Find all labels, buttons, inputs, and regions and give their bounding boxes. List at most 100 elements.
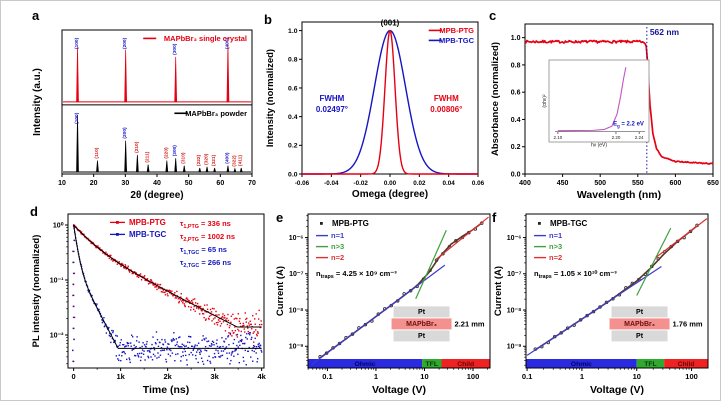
svg-text:Intensity (normalized): Intensity (normalized) [265,49,276,147]
svg-text:Eg = 2.2 eV: Eg = 2.2 eV [613,122,644,129]
svg-text:0.02497°: 0.02497° [316,105,348,114]
panel-b: b -0.06 -0.04 -0.02 0.00 0.02 0.04 0.06 0.0 0.2 0… [262,6,486,200]
svg-text:10⁻¹: 10⁻¹ [50,277,64,284]
svg-text:10⁻²: 10⁻² [50,332,64,339]
svg-text:0.2: 0.2 [511,144,521,151]
svg-text:MPB-PTG: MPB-PTG [332,219,369,228]
svg-text:0.1: 0.1 [322,372,332,381]
svg-text:MPB-TGC: MPB-TGC [550,219,588,228]
sclc-ptg-chart: Ohmic TFL Child 0.1 1 10 100 10⁻⁶ 10⁻⁷ 10⁻⁸ 10⁻⁹ Vo… [275,213,491,396]
svg-text:MPB-TGC: MPB-TGC [129,230,167,239]
svg-text:-0.02: -0.02 [353,180,368,187]
svg-text:MPB-PTG: MPB-PTG [129,218,166,227]
svg-text:2.21 mm: 2.21 mm [455,319,485,328]
svg-text:(321): (321) [211,154,217,166]
svg-text:10: 10 [633,372,641,381]
svg-text:n=1: n=1 [549,231,562,240]
xrd-chart: 10 20 30 40 50 60 70 2θ (degree) Intensity (a.u.… [32,29,256,200]
svg-text:2.10: 2.10 [554,135,563,140]
panel-c: c 400 450 500 550 600 650 0.0 0.2 0.4 0.6 0.8 1.0 Wa… [487,6,720,200]
panel-d: d 0 1k 2k 3k 4k 10⁰ 10⁻¹ 10⁻² Time (ns) PL intens… [28,202,272,398]
svg-text:10: 10 [420,372,428,381]
svg-text:(300): (300) [172,43,178,55]
svg-text:(100): (100) [74,112,80,124]
svg-text:(310): (310) [181,152,187,164]
svg-text:60: 60 [216,180,224,187]
svg-text:Pt: Pt [636,333,644,340]
svg-text:(300): (300) [172,145,178,157]
svg-text:(001): (001) [381,19,400,28]
svg-text:450: 450 [557,180,569,187]
svg-text:Pt: Pt [418,333,426,340]
svg-text:0.00806°: 0.00806° [430,105,462,114]
svg-text:τ2,TGC = 266 ns: τ2,TGC = 266 ns [180,258,231,269]
svg-text:70: 70 [248,180,256,187]
svg-text:562 nm: 562 nm [650,27,680,37]
svg-text:2k: 2k [163,372,172,381]
svg-text:0.1: 0.1 [522,372,532,381]
svg-text:n=1: n=1 [331,231,344,240]
svg-text:40: 40 [153,180,161,187]
svg-text:(222): (222) [196,154,202,166]
svg-text:Wavelength (nm): Wavelength (nm) [577,189,661,200]
svg-text:TFL: TFL [644,361,656,368]
svg-text:1k: 1k [116,372,125,381]
panel-f: f Ohmic TFL Child 0.1 1 10 100 10⁻⁶ 10⁻⁷ 10⁻⁸ 10⁻⁹… [490,202,720,398]
svg-text:10⁻⁹: 10⁻⁹ [507,344,522,351]
svg-text:(200): (200) [122,37,128,49]
svg-text:-0.06: -0.06 [295,180,310,187]
svg-text:MPB-TGC: MPB-TGC [439,36,475,45]
svg-text:(400): (400) [224,152,230,164]
svg-text:Voltage (V): Voltage (V) [590,384,644,396]
svg-text:Ohmic: Ohmic [354,361,375,368]
svg-text:Child: Child [457,361,474,368]
svg-text:n>3: n>3 [331,242,344,251]
svg-text:τ1,TGC = 65 ns: τ1,TGC = 65 ns [180,245,227,256]
svg-text:10⁻⁹: 10⁻⁹ [289,344,304,351]
svg-text:(322): (322) [231,155,237,167]
svg-text:(110): (110) [94,147,100,158]
svg-text:Pt: Pt [418,309,426,316]
svg-text:TFL: TFL [426,361,438,368]
svg-text:(400): (400) [224,37,230,49]
svg-text:30: 30 [121,180,129,187]
svg-text:400: 400 [519,180,531,187]
svg-text:1: 1 [580,372,584,381]
svg-text:τ2,PTG = 1002 ns: τ2,PTG = 1002 ns [180,232,235,243]
svg-text:10⁻⁷: 10⁻⁷ [507,271,521,278]
svg-text:2.24: 2.24 [635,135,644,140]
svg-text:100: 100 [685,372,698,381]
svg-text:Current (A): Current (A) [493,266,504,316]
svg-text:MAPbBr₃ single crystal: MAPbBr₃ single crystal [164,34,247,43]
svg-text:0.02: 0.02 [413,180,426,187]
svg-text:10⁰: 10⁰ [53,221,64,229]
svg-text:Omega (degree): Omega (degree) [352,189,428,200]
svg-text:100: 100 [467,372,480,381]
svg-text:(210): (210) [134,141,140,153]
panel-letter-f: f [492,210,497,225]
svg-text:0.8: 0.8 [511,62,521,69]
svg-text:3k: 3k [210,372,219,381]
svg-text:0.8: 0.8 [288,57,298,64]
svg-text:0.00: 0.00 [384,180,397,187]
svg-text:50: 50 [185,180,193,187]
svg-text:0.6: 0.6 [288,85,298,92]
svg-text:2θ (degree): 2θ (degree) [130,190,183,200]
svg-text:FWHM: FWHM [319,94,344,103]
panel-letter-d: d [30,204,38,219]
svg-text:n=2: n=2 [549,253,562,262]
panel-e: e Ohmic TFL Child 0.1 1 10 100 10⁻⁶ 10⁻⁷ 10⁻⁸ 10⁻⁹… [272,202,498,398]
svg-text:10⁻⁶: 10⁻⁶ [507,235,522,242]
svg-text:10⁻⁸: 10⁻⁸ [289,307,304,314]
svg-text:n=2: n=2 [331,253,344,262]
svg-text:MAPbBr₃: MAPbBr₃ [406,321,437,328]
svg-text:600: 600 [670,180,682,187]
svg-text:MPB-PTG: MPB-PTG [439,26,474,35]
panel-letter-b: b [264,12,272,27]
svg-text:Intensity (a.u.): Intensity (a.u.) [32,68,43,136]
pl-decay-chart: 0 1k 2k 3k 4k 10⁰ 10⁻¹ 10⁻² Time (ns) PL intensit… [31,213,267,396]
svg-text:0: 0 [72,372,76,381]
svg-text:hν (eV): hν (eV) [591,143,607,149]
svg-text:PL intensity (normalized): PL intensity (normalized) [31,235,42,348]
